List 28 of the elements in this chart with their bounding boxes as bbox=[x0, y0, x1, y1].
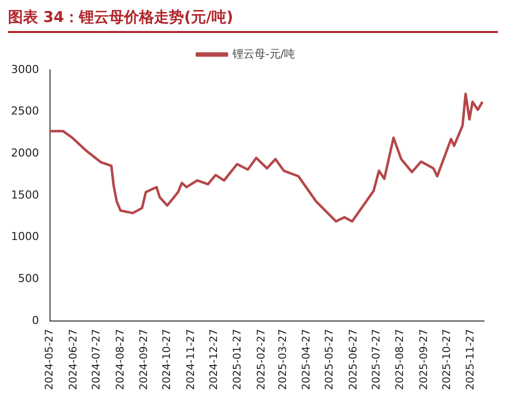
x-tick-label: 2025-03-27 bbox=[276, 328, 289, 390]
x-tick-label: 2024-11-27 bbox=[184, 328, 197, 390]
x-tick-label: 2024-09-27 bbox=[138, 328, 150, 390]
legend-label: 锂云母-元/吨 bbox=[231, 47, 296, 60]
x-tick-label: 2025-08-27 bbox=[394, 328, 406, 390]
x-tick-label: 2025-11-27 bbox=[464, 328, 477, 390]
x-tick-label: 2025-06-27 bbox=[347, 328, 360, 390]
x-tick-label: 2024-07-27 bbox=[90, 328, 103, 390]
x-tick-label: 2025-05-27 bbox=[324, 328, 336, 390]
y-tick-label: 2000 bbox=[10, 146, 39, 160]
y-tick-label: 2500 bbox=[10, 104, 39, 118]
x-tick-label: 2024-06-27 bbox=[68, 328, 80, 390]
x-tick-label: 2025-01-27 bbox=[232, 328, 244, 390]
x-tick-label: 2025-04-27 bbox=[300, 328, 313, 390]
y-tick-label: 1500 bbox=[10, 188, 39, 202]
x-tick-label: 2024-05-27 bbox=[44, 328, 56, 390]
x-tick-label: 2025-02-27 bbox=[255, 328, 268, 390]
x-tick-label: 2025-10-27 bbox=[440, 328, 453, 390]
x-tick-label: 2024-12-27 bbox=[208, 328, 220, 390]
y-tick-label: 500 bbox=[18, 272, 39, 286]
x-tick-label: 2024-10-27 bbox=[161, 328, 174, 390]
y-tick-label: 3000 bbox=[10, 62, 39, 76]
y-tick-label: 0 bbox=[32, 314, 39, 327]
x-tick-label: 2024-08-27 bbox=[114, 328, 126, 390]
y-tick-label: 1000 bbox=[10, 230, 39, 244]
x-tick-label: 2025-09-27 bbox=[418, 328, 430, 390]
x-tick-label: 2025-07-27 bbox=[370, 328, 382, 390]
chart-title: 图表 34：锂云母价格走势(元/吨) bbox=[8, 8, 498, 33]
